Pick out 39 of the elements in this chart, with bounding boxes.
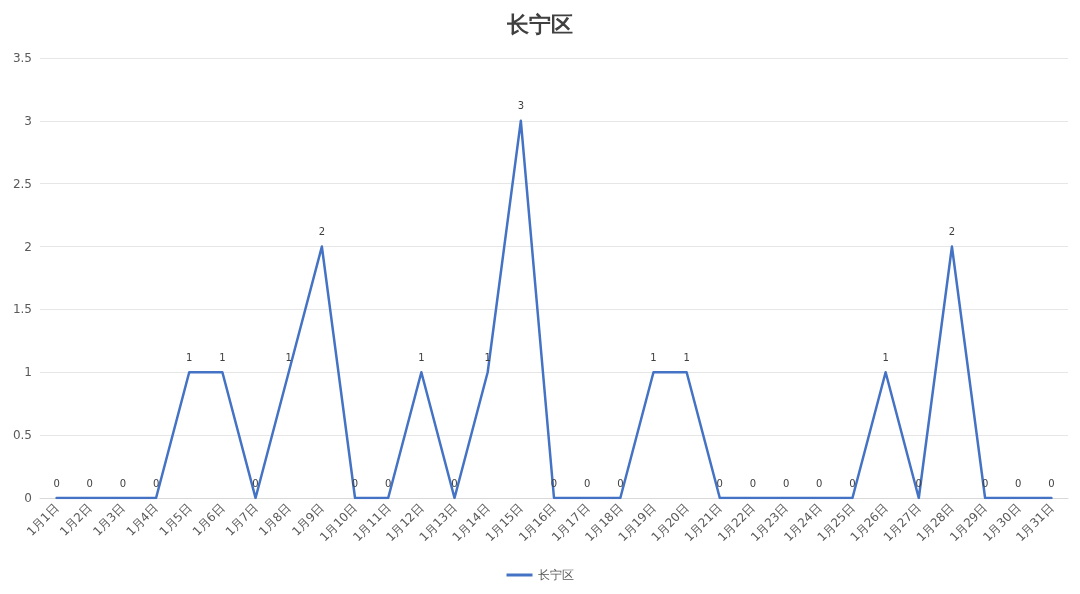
y-tick-label: 2.5 bbox=[12, 176, 32, 191]
data-label: 0 bbox=[119, 477, 127, 489]
data-label: 1 bbox=[882, 351, 889, 363]
data-label: 1 bbox=[484, 351, 491, 363]
data-label: 0 bbox=[716, 477, 723, 489]
data-label: 1 bbox=[683, 351, 690, 363]
data-label: 0 bbox=[816, 477, 823, 489]
data-label: 0 bbox=[152, 477, 160, 489]
data-label: 2 bbox=[318, 226, 326, 238]
y-tick-label: 0.5 bbox=[12, 428, 32, 443]
data-label: 3 bbox=[517, 100, 525, 112]
data-label: 0 bbox=[86, 477, 93, 489]
y-tick-label: 1.5 bbox=[12, 302, 32, 317]
data-label: 0 bbox=[451, 477, 458, 489]
y-tick-label: 3 bbox=[24, 113, 32, 128]
data-label: 0 bbox=[385, 477, 392, 489]
line-series bbox=[55, 119, 1053, 500]
data-label: 0 bbox=[749, 477, 757, 489]
data-label: 1 bbox=[418, 351, 425, 363]
data-label: 0 bbox=[583, 477, 591, 489]
y-tick-label: 2 bbox=[24, 239, 32, 254]
data-label: 0 bbox=[1015, 477, 1022, 489]
legend-label: 长宁区 bbox=[537, 568, 574, 582]
data-label: 0 bbox=[252, 477, 259, 489]
data-label: 0 bbox=[915, 477, 922, 489]
data-label: 2 bbox=[948, 226, 956, 238]
data-label: 1 bbox=[650, 351, 657, 363]
data-label: 0 bbox=[782, 477, 790, 489]
data-label: 0 bbox=[849, 477, 856, 489]
y-tick-label: 1 bbox=[24, 365, 32, 380]
data-label: 0 bbox=[617, 477, 624, 489]
data-label: 1 bbox=[219, 351, 226, 363]
data-label: 0 bbox=[1048, 477, 1055, 489]
y-tick-label: 3.5 bbox=[12, 51, 32, 65]
data-label: 1 bbox=[186, 351, 193, 363]
chart-title: 长宁区 bbox=[506, 11, 573, 37]
y-tick-label: 0 bbox=[24, 491, 32, 505]
data-label: 1 bbox=[285, 351, 292, 363]
data-label: 0 bbox=[53, 477, 60, 489]
